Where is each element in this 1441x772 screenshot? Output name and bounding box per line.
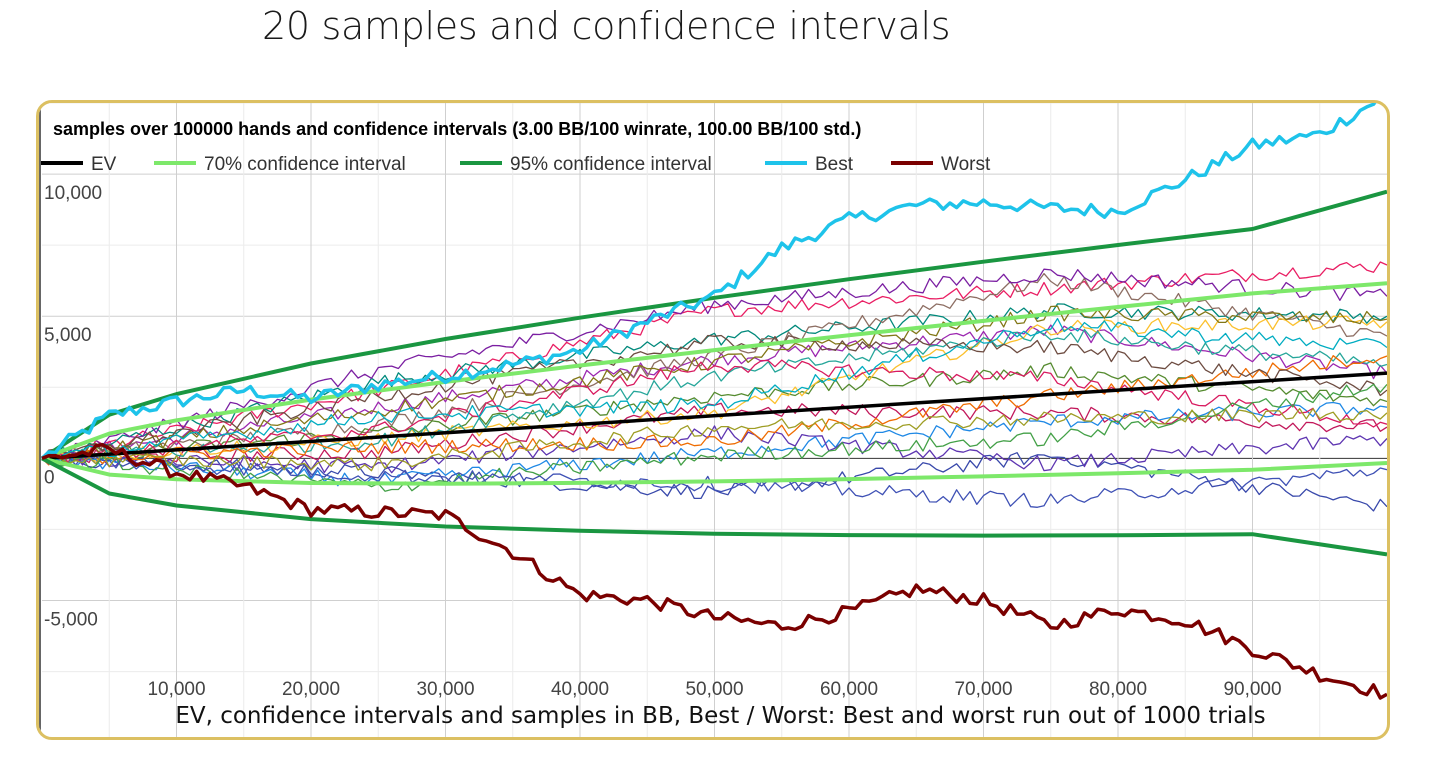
legend-item-70-confidence-interval: 70% confidence interval: [154, 154, 406, 175]
x-tick-label: 70,000: [954, 679, 1012, 700]
series-line-sample-16: [41, 334, 1387, 459]
x-tick-label: 10,000: [147, 679, 205, 700]
series-line-sample-15: [41, 359, 1387, 466]
series-line-sample-20: [41, 407, 1387, 472]
x-tick-label: 50,000: [685, 679, 743, 700]
y-tick-label: -5,000: [44, 610, 98, 631]
series-line-95-upper: [40, 189, 1387, 461]
x-tick-label: 40,000: [551, 679, 609, 700]
legend-label: Worst: [941, 154, 991, 175]
legend-label: Best: [815, 154, 854, 175]
series-line-sample-14: [41, 355, 1387, 465]
series-line-sample-6: [41, 268, 1387, 459]
chart-caption: EV, confidence intervals and samples in …: [175, 703, 1266, 729]
chart-frame: 10,000 20,000 30,000 40,000 50,000 60,000 70,0…: [36, 100, 1390, 740]
legend-label: 70% confidence interval: [204, 154, 406, 175]
legend-item-ev: EV: [41, 154, 117, 175]
page-title: 20 samples and confidence intervals: [262, 4, 951, 48]
legend-item-worst: Worst: [891, 154, 991, 175]
y-tick-label: 0: [44, 467, 55, 488]
series-line-sample-13: [41, 328, 1387, 464]
series-line-sample-18: [41, 452, 1387, 508]
x-tick-label: 30,000: [416, 679, 474, 700]
series-line-worst: [41, 443, 1387, 700]
series-line-sample-8: [41, 362, 1387, 462]
series-line-ev: [41, 371, 1387, 461]
chart-title: samples over 100000 hands and confidence…: [53, 119, 861, 139]
series-line-70-lower: [41, 456, 1387, 486]
legend-label: 95% confidence interval: [510, 154, 712, 175]
series-line-sample-19: [41, 317, 1387, 465]
line-chart: 10,000 20,000 30,000 40,000 50,000 60,000 70,0…: [39, 103, 1387, 737]
legend-label: EV: [91, 154, 117, 175]
legend-item-best: Best: [765, 154, 854, 175]
series-line-best: [40, 103, 1377, 460]
series-line-sample-17: [41, 383, 1387, 492]
series-line-sample-12: [41, 425, 1387, 474]
x-tick-label: 20,000: [282, 679, 340, 700]
series-line-sample-10: [41, 305, 1387, 460]
series-line-70-upper: [41, 281, 1387, 461]
x-tick-label: 90,000: [1223, 679, 1281, 700]
x-tick-label: 60,000: [820, 679, 878, 700]
y-tick-label: 5,000: [44, 325, 92, 346]
series-line-95-lower: [41, 456, 1387, 557]
y-tick-label: 10,000: [44, 183, 102, 204]
series-line-sample-4: [41, 303, 1387, 461]
legend-item-95-confidence-interval: 95% confidence interval: [460, 154, 712, 175]
series-line-sample-11: [41, 401, 1387, 487]
x-tick-label: 80,000: [1089, 679, 1147, 700]
